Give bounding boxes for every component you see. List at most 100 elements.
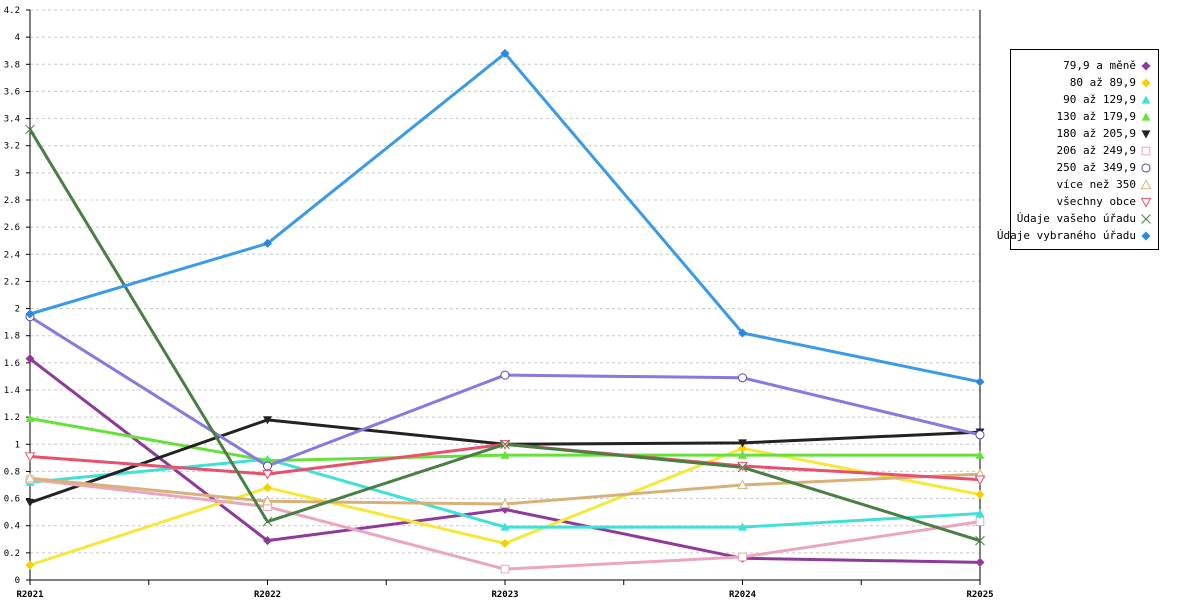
data-point-marker	[1140, 178, 1152, 189]
data-point-marker	[737, 373, 748, 383]
x-tick-label: R2021	[16, 590, 43, 600]
data-point-marker	[24, 452, 36, 463]
data-point-marker	[500, 370, 510, 380]
x-tick-label: R2024	[729, 590, 757, 600]
data-point-marker	[975, 535, 985, 546]
legend-item: 206 až 249,9	[1011, 142, 1158, 159]
legend-label: Údaje vybraného úřadu	[996, 229, 1136, 242]
grid-lines	[30, 9, 980, 554]
legend-marker-icon	[1141, 162, 1151, 173]
legend-marker-icon	[1141, 61, 1151, 70]
y-tick-label: 1.2	[4, 413, 20, 423]
data-point-marker	[1141, 162, 1151, 173]
data-point-marker	[738, 450, 747, 459]
y-tick-label: 4.2	[4, 6, 20, 16]
data-point-marker	[1141, 112, 1151, 121]
legend-item: 130 až 179,9	[1011, 108, 1158, 125]
data-point-marker	[1140, 197, 1152, 208]
data-point-marker	[500, 564, 510, 574]
y-tick-label: 3.2	[4, 142, 20, 152]
series-line	[29, 357, 981, 564]
data-point-marker	[25, 560, 35, 570]
legend-label: 180 až 205,9	[1056, 127, 1136, 140]
data-point-marker	[263, 238, 272, 248]
data-point-marker	[262, 461, 273, 471]
data-point-marker	[1141, 231, 1151, 240]
y-tick-label: 2.6	[4, 223, 20, 233]
legend-item: 250 až 349,9	[1011, 159, 1158, 176]
legend-label: více než 350	[1056, 178, 1136, 191]
data-point-marker	[1141, 95, 1151, 104]
data-point-marker	[263, 483, 272, 493]
legend-marker-icon	[1141, 129, 1151, 138]
x-tick-label: R2022	[254, 590, 281, 600]
data-point-marker	[974, 475, 986, 486]
y-tick-label: 1.6	[4, 359, 20, 369]
legend-item: všechny obce	[1011, 193, 1158, 210]
series-line	[29, 51, 981, 384]
data-point-marker	[25, 124, 35, 135]
legend-marker-icon	[1141, 78, 1151, 87]
legend-marker-icon	[1140, 197, 1152, 208]
legend-label: 79,9 a měně	[1063, 59, 1136, 72]
data-point-marker	[975, 377, 985, 387]
data-point-marker	[975, 517, 985, 526]
legend-item: Údaje vašeho úřadu	[1011, 210, 1158, 227]
data-point-marker	[1141, 146, 1151, 155]
legend-marker-icon	[1141, 146, 1151, 155]
data-point-marker	[25, 354, 35, 364]
legend-label: 250 až 349,9	[1056, 161, 1136, 174]
legend-marker-icon	[1141, 213, 1151, 224]
y-tick-label: 1.4	[4, 386, 20, 396]
y-tick-label: 3.8	[4, 60, 20, 70]
legend-marker-icon	[1141, 95, 1151, 104]
y-tick-label: 3	[15, 169, 20, 179]
data-point-marker	[737, 479, 748, 490]
x-tick-label: R2025	[966, 590, 993, 600]
legend-label: všechny obce	[1056, 195, 1136, 208]
data-point-marker	[975, 490, 985, 499]
y-tick-label: 0.8	[4, 467, 20, 477]
data-point-marker	[262, 516, 273, 527]
data-point-marker	[263, 416, 272, 425]
data-point-marker	[738, 522, 747, 531]
y-tick-label: 0.6	[4, 495, 20, 505]
legend-label: 206 až 249,9	[1056, 144, 1136, 157]
legend-item: více než 350	[1011, 176, 1158, 193]
legend-label: Údaje vašeho úřadu	[1016, 212, 1136, 225]
legend-marker-icon	[1141, 112, 1151, 121]
series-lines	[28, 51, 981, 571]
legend-item: 180 až 205,9	[1011, 125, 1158, 142]
x-tick-label: R2023	[491, 590, 518, 600]
legend-item: 90 až 129,9	[1011, 91, 1158, 108]
y-tick-label: 0.2	[4, 549, 20, 559]
legend-item: 79,9 a měně	[1011, 57, 1158, 74]
data-point-marker	[500, 48, 510, 58]
series-line	[29, 418, 981, 505]
data-point-marker	[263, 536, 272, 546]
y-tick-label: 1.8	[4, 332, 20, 342]
legend-marker-icon	[1141, 231, 1151, 240]
legend-item: Údaje vybraného úřadu	[997, 227, 1158, 244]
data-point-marker	[975, 509, 985, 518]
data-point-marker	[1141, 213, 1151, 224]
data-point-marker	[24, 472, 36, 483]
data-point-marker	[738, 443, 747, 453]
legend-label: 80 až 89,9	[1069, 76, 1136, 89]
data-point-marker	[738, 439, 747, 448]
data-point-marker	[975, 430, 985, 440]
data-point-marker	[738, 552, 747, 562]
y-tick-label: 2.4	[4, 250, 20, 260]
y-tick-label: 2.8	[4, 196, 20, 206]
data-point-marker	[737, 462, 748, 473]
data-point-marker	[975, 557, 985, 567]
series-markers	[24, 48, 986, 574]
y-tick-label: 3.4	[4, 115, 20, 125]
y-tick-label: 4	[15, 33, 20, 43]
legend-label: 90 až 129,9	[1063, 93, 1136, 106]
data-point-marker	[975, 450, 985, 459]
y-tick-label: 2.2	[4, 277, 20, 287]
y-tick-label: 0.4	[4, 522, 20, 532]
data-point-marker	[499, 498, 511, 509]
